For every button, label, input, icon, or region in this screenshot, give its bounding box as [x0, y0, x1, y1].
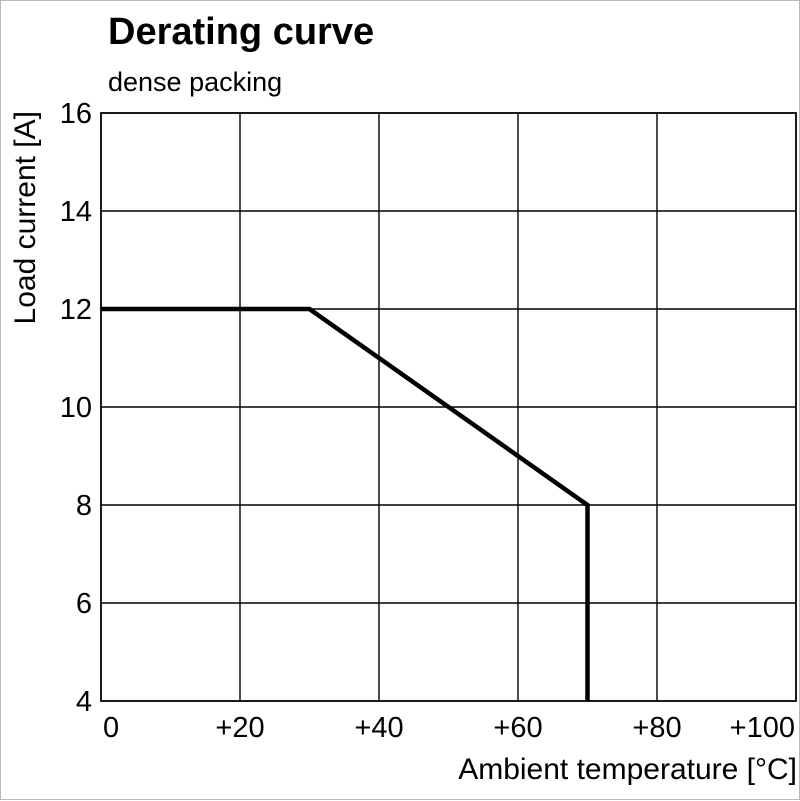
plot-border [100, 112, 797, 702]
derating-curve-line [101, 306, 590, 701]
y-tick-label: 6 [76, 588, 92, 620]
y-tick-label: 8 [76, 490, 92, 522]
y-tick-label: 16 [60, 98, 92, 130]
x-tick-label: +80 [632, 712, 681, 744]
x-tick-label: +100 [730, 712, 795, 744]
y-tick-label: 12 [60, 294, 92, 326]
y-tick-label: 14 [60, 196, 92, 228]
chart-subtitle: dense packing [108, 67, 283, 97]
x-tick-label: +20 [215, 712, 264, 744]
y-tick-label: 4 [76, 686, 92, 718]
x-axis-label: Ambient temperature [°C] [458, 753, 797, 786]
chart-title: Derating curve [108, 11, 375, 53]
x-tick-label: +40 [354, 712, 403, 744]
x-tick-label: +60 [493, 712, 542, 744]
x-tick-label: 0 [103, 712, 119, 744]
y-tick-label: 10 [60, 392, 92, 424]
